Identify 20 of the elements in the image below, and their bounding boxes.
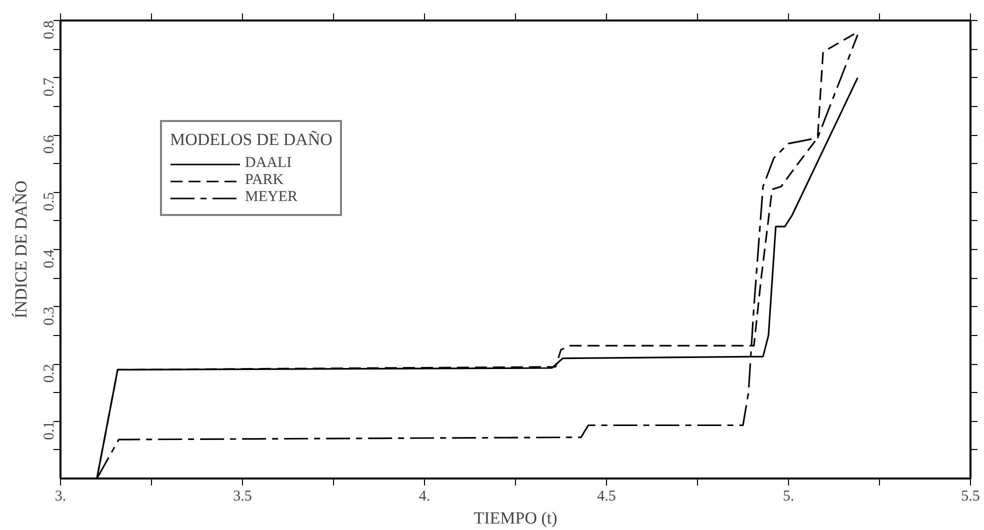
legend-label: DAALI (245, 155, 292, 172)
legend-label: PARK (245, 172, 284, 189)
y-tick-label: 0.1 (42, 421, 58, 440)
x-tick-label: 5. (782, 488, 794, 504)
y-tick-label: 0.3 (42, 306, 58, 326)
legend-label: MEYER (245, 189, 298, 206)
x-axis-title: TIEMPO (t) (474, 508, 558, 528)
legend-title: MODELOS DE DAÑO (170, 130, 332, 150)
x-tick-label: 4.5 (597, 488, 616, 504)
y-tick-label: 0.4 (42, 249, 58, 268)
y-tick-label: 0.2 (42, 364, 58, 383)
y-axis-title: ÍNDICE DE DAÑO (12, 180, 30, 318)
x-tick-label: 5.5 (961, 488, 980, 504)
x-tick-label: 4. (418, 488, 430, 504)
x-tick-label: 3. (54, 488, 66, 504)
y-tick-label: 0.7 (42, 77, 58, 96)
y-tick-label: 0.6 (42, 134, 58, 154)
y-tick-label: 0.5 (42, 192, 58, 211)
y-tick-label: 0.8 (42, 20, 58, 40)
x-tick-label: 3.5 (233, 488, 252, 504)
